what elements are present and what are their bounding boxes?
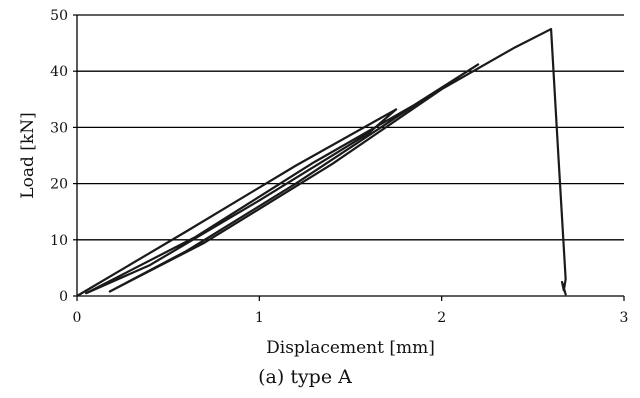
ticks: 0 10 20 30 40 50 0 1 2 3	[50, 8, 628, 326]
x-tick-label-3: 3	[620, 310, 629, 326]
x-tick-label-0: 0	[73, 310, 82, 326]
y-tick-label-10: 10	[50, 233, 68, 249]
y-tick-label-20: 20	[50, 177, 68, 193]
y-tick-label-0: 0	[59, 289, 68, 305]
chart-caption: (a) type A	[258, 366, 352, 388]
gridlines	[77, 14, 624, 241]
y-tick-label-40: 40	[50, 64, 68, 80]
x-axis-title: Displacement [mm]	[266, 338, 435, 358]
axes	[76, 15, 624, 297]
series-line-0	[75, 27, 567, 298]
series-layer	[75, 27, 567, 298]
y-tick-label-50: 50	[50, 8, 68, 24]
x-tick-label-1: 1	[255, 310, 264, 326]
x-tick-label-2: 2	[437, 310, 446, 326]
y-tick-label-30: 30	[50, 120, 68, 136]
y-axis-title: Load [kN]	[18, 112, 38, 198]
